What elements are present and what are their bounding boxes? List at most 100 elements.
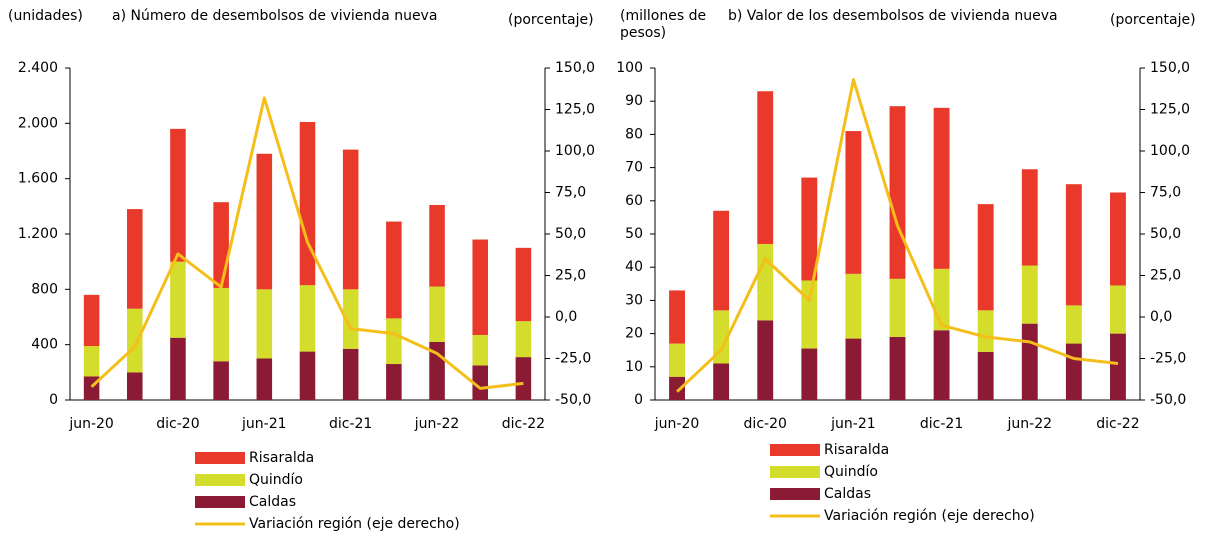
y2-tick-label: 150,0 [1150, 60, 1190, 76]
bar-segment [299, 351, 316, 400]
legend-swatch [195, 496, 245, 508]
bar-segment [1065, 343, 1082, 400]
bar-segment [977, 310, 994, 352]
bar-segment [213, 287, 229, 362]
bar-segment [1110, 192, 1126, 286]
bar-segment [213, 202, 229, 288]
bar-segment [472, 239, 488, 335]
bar-segment [889, 106, 906, 279]
bar-segment [386, 364, 402, 400]
legend-label: Caldas [249, 494, 296, 510]
bar-segment [170, 337, 186, 400]
y-tick-label: 10 [625, 359, 643, 375]
line [676, 78, 1119, 393]
bar-segment [386, 318, 402, 365]
x-tick-label: jun-22 [1007, 416, 1053, 432]
y2-tick-label: 100,0 [1150, 143, 1190, 159]
x-tick-label: dic-22 [1096, 416, 1139, 432]
y-tick-label: 20 [625, 326, 643, 342]
bar-segment [256, 153, 273, 290]
bar-segment [127, 308, 143, 373]
y2-tick-label: 0,0 [555, 309, 577, 325]
y2-axis-label: (porcentaje) [508, 12, 594, 28]
bar-segment [977, 351, 994, 400]
y2-tick-label: -50,0 [555, 392, 591, 408]
bar-segment [342, 289, 359, 349]
y2-tick-label: 125,0 [555, 102, 595, 118]
y-tick-label: 2.400 [18, 60, 58, 76]
bar-segment [713, 310, 730, 364]
bar-segment [933, 268, 950, 331]
legend-label: Variación región (eje derecho) [249, 516, 460, 532]
bar-segment [669, 376, 685, 400]
legend-label: Quindío [824, 464, 878, 480]
chart-title: b) Valor de los desembolsos de vivienda … [728, 8, 1058, 24]
bar-segment [1065, 305, 1082, 344]
bar-segment [757, 91, 774, 244]
y-tick-label: 70 [625, 160, 643, 176]
bar-segment [845, 131, 862, 274]
bar-segment [1110, 333, 1126, 400]
x-tick-label: dic-21 [329, 416, 372, 432]
bar-segment [845, 273, 862, 339]
y2-tick-label: 75,0 [1150, 185, 1181, 201]
bar-segment [127, 209, 143, 309]
bar-segment [429, 286, 445, 342]
bar-segment [299, 121, 316, 286]
y2-tick-label: 50,0 [1150, 226, 1181, 242]
chart-title: a) Número de desembolsos de vivienda nue… [112, 8, 438, 24]
y-tick-label: 90 [625, 93, 643, 109]
bar-segment [515, 357, 532, 400]
y2-tick-label: 125,0 [1150, 102, 1190, 118]
bar-segment [713, 363, 730, 400]
legend-label: Risaralda [249, 450, 314, 466]
x-tick-label: dic-21 [920, 416, 963, 432]
bar-segment [170, 261, 186, 338]
y2-tick-label: 100,0 [555, 143, 595, 159]
bar-segment [1065, 184, 1082, 306]
y-tick-label: 0 [634, 392, 643, 408]
x-tick-label: jun-22 [414, 416, 460, 432]
bar-segment [429, 204, 445, 287]
legend-label: Risaralda [824, 442, 889, 458]
bar-segment [1021, 323, 1038, 400]
bar-segment [83, 294, 100, 347]
bar-segment [386, 221, 402, 319]
legend-label: Variación región (eje derecho) [824, 508, 1035, 524]
bar-segment [515, 247, 532, 322]
x-tick-label: dic-22 [502, 416, 545, 432]
y2-tick-label: 75,0 [555, 185, 586, 201]
legend-swatch [195, 452, 245, 464]
y-axis-label: (unidades) [8, 8, 83, 24]
bar-segment [472, 334, 488, 366]
bar-segment [801, 177, 818, 281]
bar-segment [933, 107, 950, 269]
bar-segment [669, 290, 685, 344]
y-tick-label: 800 [31, 281, 58, 297]
bar-segment [170, 128, 186, 262]
line [90, 96, 524, 390]
bar-segment [127, 372, 143, 400]
y-tick-label: 400 [31, 337, 58, 353]
y-axis-label: (millones de pesos) [620, 8, 707, 41]
y-tick-label: 2.000 [18, 115, 58, 131]
y-tick-label: 1.600 [18, 171, 58, 187]
bar-segment [1021, 169, 1038, 266]
bar-segment [1021, 265, 1038, 324]
x-tick-label: jun-21 [830, 416, 876, 432]
y-tick-label: 100 [616, 60, 643, 76]
x-tick-label: jun-20 [654, 416, 700, 432]
y2-axis-label: (porcentaje) [1110, 12, 1196, 28]
y2-tick-label: -25,0 [1150, 351, 1186, 367]
bar-segment [256, 289, 273, 359]
bar-segment [342, 348, 359, 400]
bar-segment [1110, 285, 1126, 334]
y2-tick-label: 50,0 [555, 226, 586, 242]
y2-tick-label: -25,0 [555, 351, 591, 367]
y2-tick-label: 25,0 [1150, 268, 1181, 284]
bar-segment [515, 321, 532, 358]
bar-segment [342, 149, 359, 290]
y-tick-label: 60 [625, 193, 643, 209]
